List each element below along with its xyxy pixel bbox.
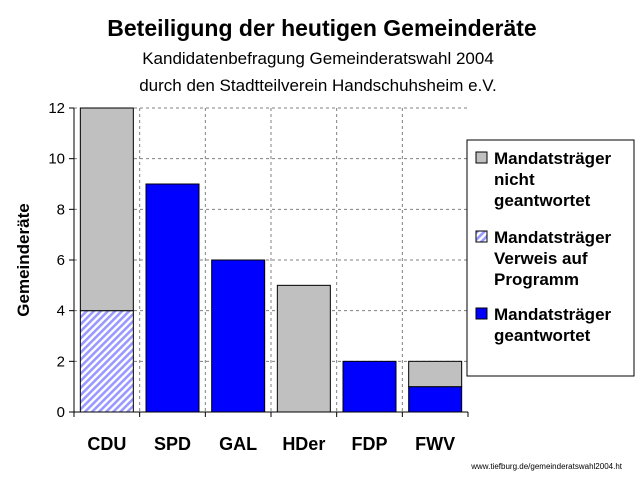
bar-not_answered-fwv [408, 360, 463, 388]
y-tick-label: 2 [57, 353, 65, 370]
source-note: www.tiefburg.de/gemeinderatswahl2004.ht [470, 462, 623, 471]
y-axis-label: Gemeinderäte [14, 203, 33, 316]
x-tick-label: FDP [352, 434, 388, 454]
x-tick-label: FWV [415, 434, 455, 454]
bar-answered-gal [211, 259, 266, 413]
legend-label-answered: Mandatsträger [494, 305, 612, 324]
plot-area: 0 2 4 6 8 10 12 CDU SPD GAL HDer FDP FWV [48, 100, 469, 454]
legend-swatch-referral [475, 230, 488, 243]
chart-title: Beteiligung der heutigen Gemeinderäte [107, 15, 536, 41]
bar-answered-fwv [408, 386, 463, 413]
bar-answered-spd [145, 183, 200, 413]
y-tick-label: 0 [57, 404, 65, 421]
y-tick-label: 4 [57, 303, 65, 320]
legend-label-referral: Mandatsträger [494, 228, 612, 247]
legend-swatch-answered [475, 307, 488, 320]
y-tick-label: 8 [57, 201, 65, 218]
x-tick-label: CDU [87, 434, 126, 454]
legend-label-not_answered: Mandatsträger [494, 149, 612, 168]
legend-swatch-not_answered [475, 151, 488, 164]
x-tick-label: GAL [219, 434, 257, 454]
legend-label-not_answered: geantwortet [494, 191, 591, 210]
legend-label-answered: geantwortet [494, 326, 591, 345]
x-tick-label: HDer [282, 434, 325, 454]
bar-referral-cdu [79, 310, 134, 413]
y-tick-label: 6 [57, 252, 65, 269]
legend-label-referral: Programm [494, 270, 579, 289]
legend: Mandatsträger nicht geantwortet Mandatsträg… [466, 139, 635, 377]
chart-subtitle-line-2: durch den Stadtteilverein Handschuhsheim… [139, 76, 497, 95]
chart-subtitle-line-1: Kandidatenbefragung Gemeinderatswahl 200… [142, 49, 494, 68]
y-tick-label: 10 [48, 151, 65, 168]
x-tick-label: SPD [154, 434, 191, 454]
y-tick-label: 12 [48, 100, 65, 117]
legend-label-not_answered: nicht [494, 170, 535, 189]
bar-not_answered-hder [276, 284, 331, 413]
legend-box [466, 139, 635, 377]
legend-label-referral: Verweis auf [494, 249, 588, 268]
bar-answered-fdp [342, 360, 397, 413]
bar-not_answered-cdu [79, 107, 134, 312]
